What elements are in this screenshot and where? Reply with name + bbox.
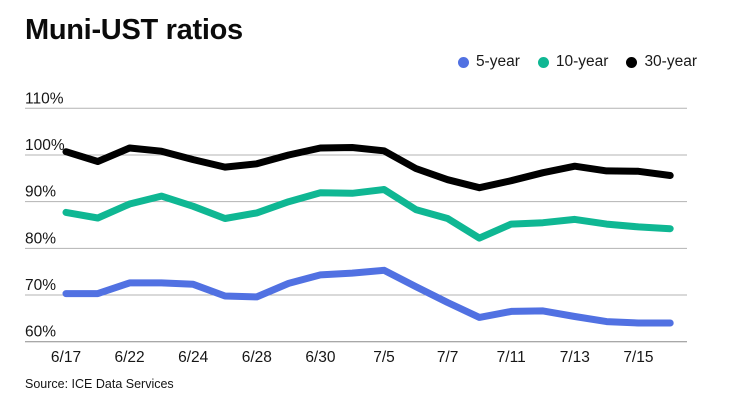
- x-tick-label-6-24: 6/24: [178, 349, 209, 366]
- chart-title: Muni-UST ratios: [25, 14, 243, 46]
- legend: 5-year 10-year 30-year: [457, 53, 697, 71]
- x-tick-label-6-30: 6/30: [305, 349, 336, 366]
- x-tick-label-6-22: 6/22: [115, 349, 145, 366]
- x-tick-label-7-11: 7/11: [497, 349, 526, 366]
- x-tick-label-7-15: 7/15: [623, 349, 653, 366]
- x-tick-label-6-28: 6/28: [242, 349, 272, 366]
- y-tick-label-90: 90%: [25, 184, 56, 201]
- legend-item-10-year: 10-year: [537, 53, 609, 71]
- legend-label: 10-year: [555, 53, 609, 70]
- legend-label: 30-year: [644, 53, 697, 70]
- y-tick-label-100: 100%: [25, 137, 65, 154]
- series-line-30-year: [62, 144, 674, 192]
- legend-dot-icon: [457, 56, 469, 68]
- legend-dot-icon: [537, 56, 549, 68]
- x-tick-label-7-13: 7/13: [560, 349, 590, 366]
- legend-item-5-year: 5-year: [457, 53, 520, 71]
- x-tick-label-7-7: 7/7: [437, 349, 459, 366]
- source-note: Source: ICE Data Services: [25, 377, 174, 391]
- series-line-5-year: [62, 266, 674, 327]
- y-tick-label-60: 60%: [25, 324, 56, 341]
- y-tick-label-110: 110%: [25, 90, 64, 107]
- y-tick-label-80: 80%: [25, 230, 56, 247]
- legend-item-30-year: 30-year: [626, 53, 697, 71]
- x-tick-label-7-5: 7/5: [373, 349, 395, 366]
- series-line-10-year: [62, 186, 674, 242]
- x-tick-label-6-17: 6/17: [51, 349, 81, 366]
- legend-dot-icon: [626, 56, 638, 68]
- y-tick-label-70: 70%: [25, 277, 56, 294]
- legend-label: 5-year: [475, 53, 520, 70]
